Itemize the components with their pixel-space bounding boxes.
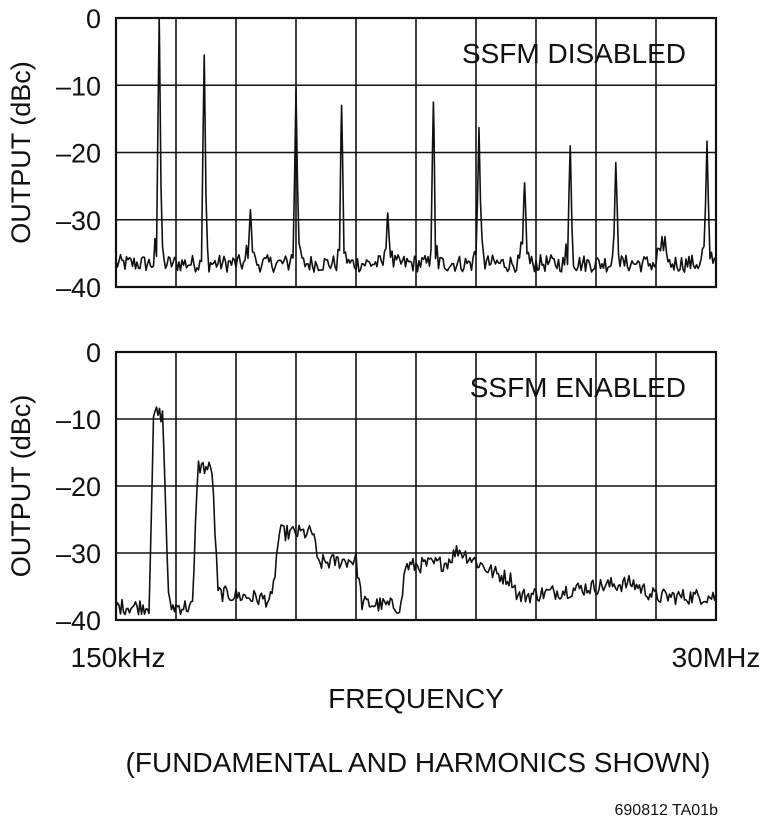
y-tick-label: –30 [56,539,101,569]
spectrum-trace-ssfm-enabled [115,406,717,616]
plot-frame [114,350,718,622]
y-tick-label: –20 [56,139,101,169]
y-tick-label: 0 [86,338,101,368]
figure-id: 690812 TA01b [615,802,719,819]
y-tick-label: –30 [56,206,101,236]
y-tick-label: –40 [56,273,101,303]
x-end-label: 30MHz [672,642,760,673]
y-axis-label: OUTPUT (dBc) [6,61,36,244]
y-tick-label: –20 [56,472,101,502]
panel-title: SSFM ENABLED [470,372,686,403]
y-axis-label: OUTPUT (dBc) [6,395,36,578]
plot-frame [114,16,718,289]
y-tick-label: –10 [56,405,101,435]
spectrum-trace-ssfm-disabled [115,17,717,273]
figure-caption: (FUNDAMENTAL AND HARMONICS SHOWN) [126,747,711,778]
panel-title: SSFM DISABLED [462,38,686,69]
y-tick-label: –10 [56,71,101,101]
y-tick-label: –40 [56,606,101,636]
x-start-label: 150kHz [71,642,166,673]
y-tick-label: 0 [86,4,101,34]
x-axis-label: FREQUENCY [328,683,504,714]
